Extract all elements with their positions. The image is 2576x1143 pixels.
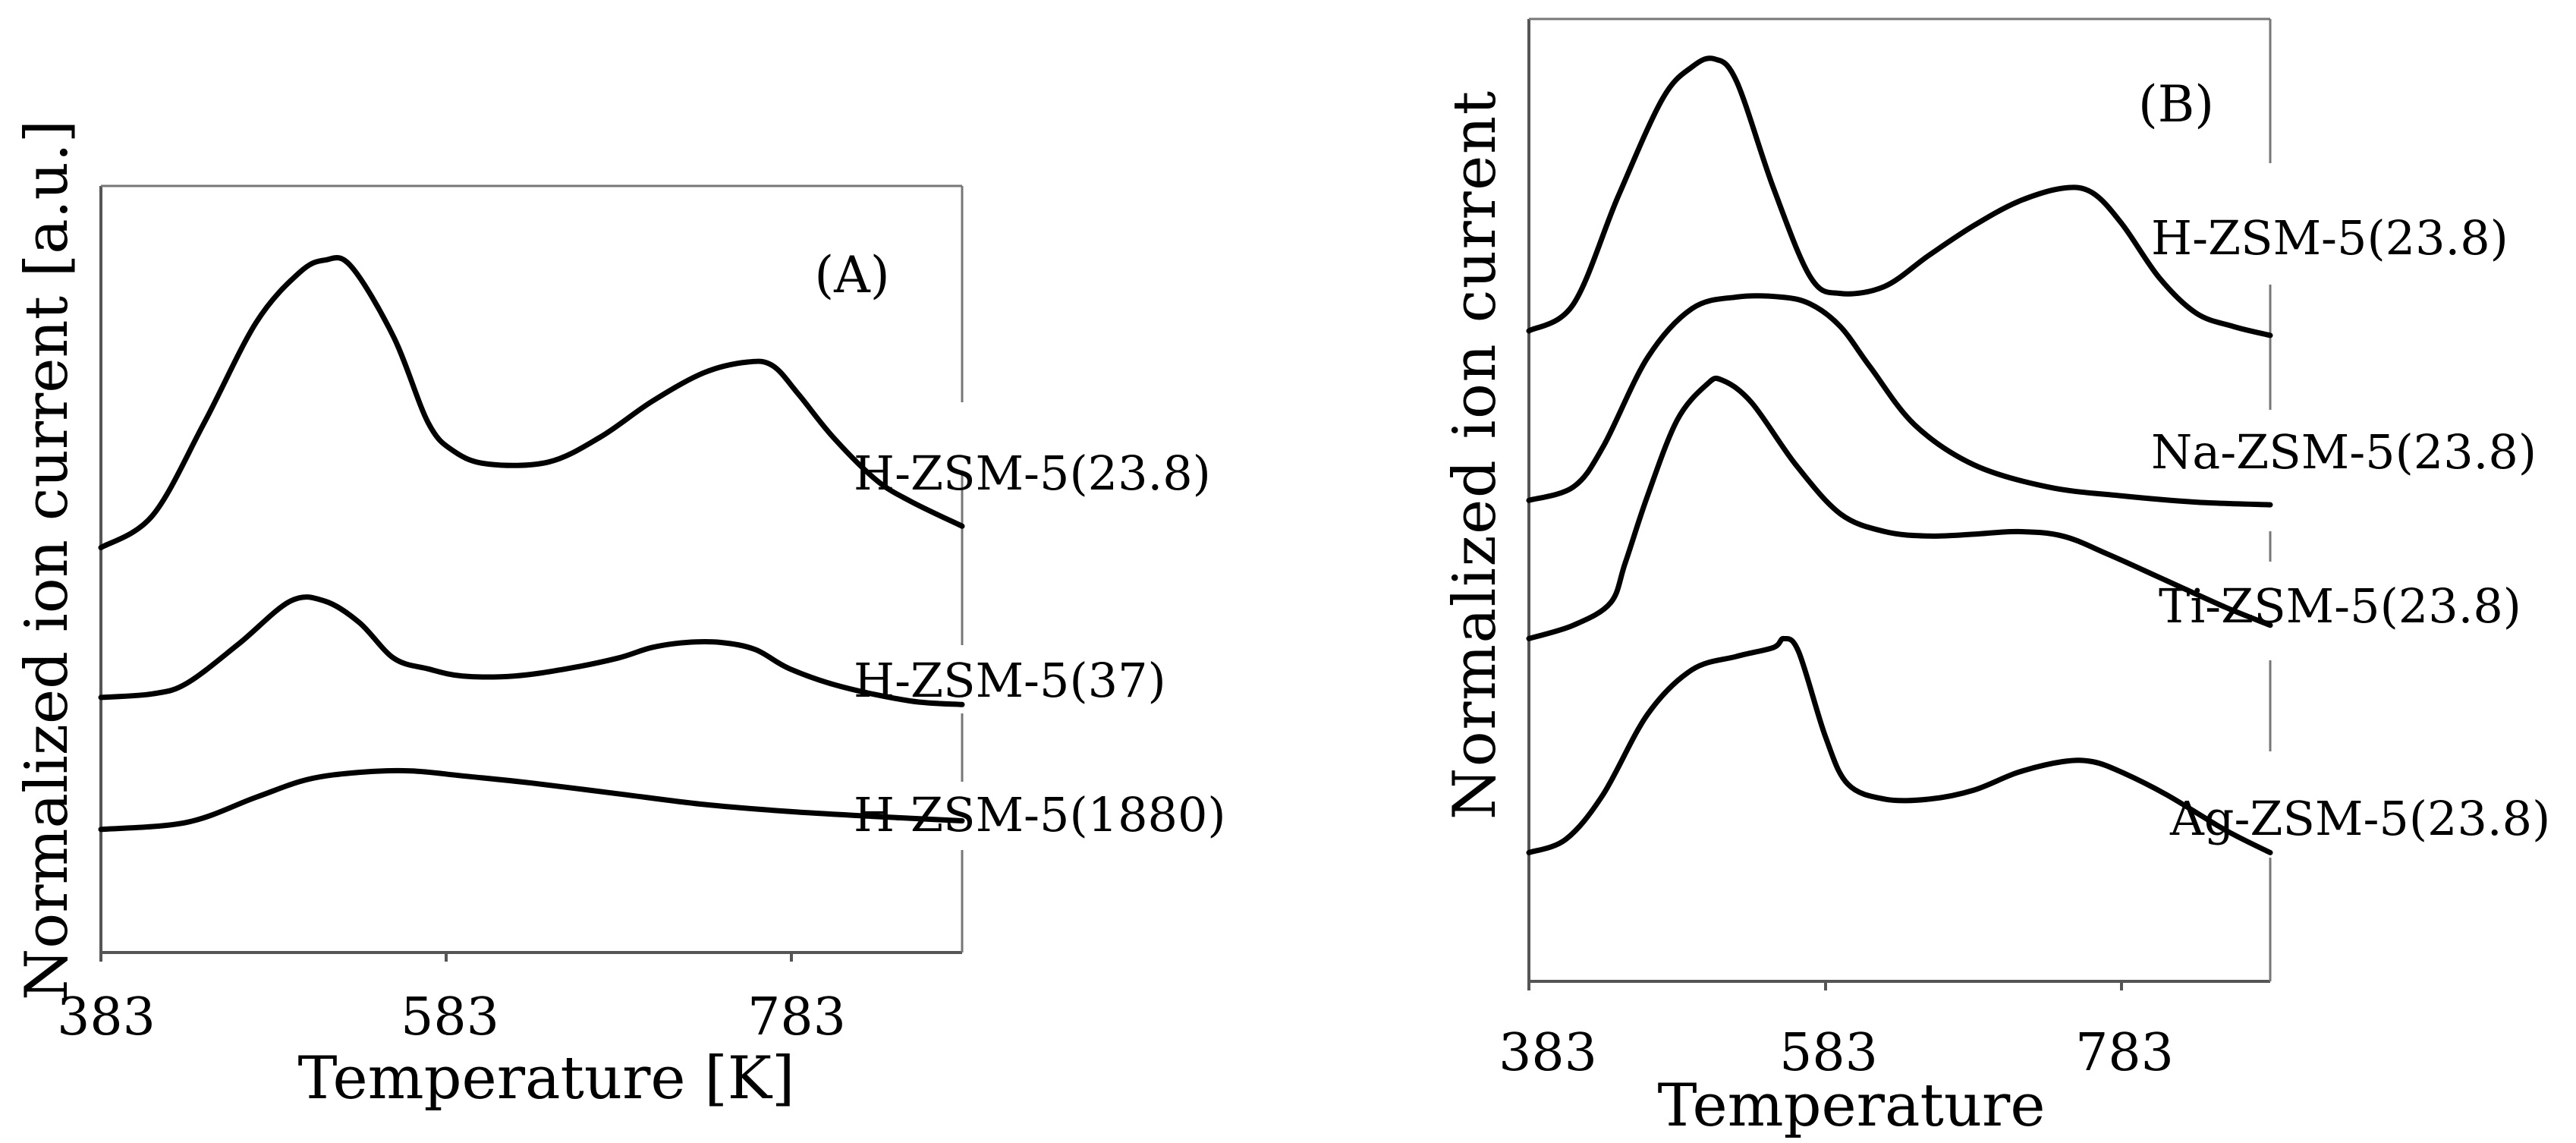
panel-a-xtick-label: 583 [401,987,499,1047]
panel-a-xtick-label: 783 [747,987,846,1047]
panel-a-x-axis-title: Temperature [K] [298,1044,795,1113]
panel-b-series-line [1526,55,2273,338]
panel-b: 383 583 783 Temperature Normalized ion c… [1441,17,2550,1140]
panel-a-xtick-label: 383 [57,987,156,1047]
panel-b-label: (B) [2138,75,2214,134]
panel-b-series-label: Ti-ZSM-5(23.8) [2159,578,2521,634]
panel-a: 383 583 783 Temperature [K] Normalized i… [13,120,1226,1113]
panel-b-series-label: Ag-ZSM-5(23.8) [2169,791,2550,846]
panel-b-series-label: H-ZSM-5(23.8) [2151,210,2508,266]
panel-a-series-line [98,767,965,833]
panel-a-series-label: H-ZSM-5(37) [854,653,1166,708]
panel-b-series-line [1526,293,2273,508]
panel-a-series-label: H-ZSM-5(1880) [854,787,1226,842]
panel-a-y-axis-title: Normalized ion current [a.u.] [13,120,81,1000]
panel-b-xtick-label: 583 [1779,1023,1878,1083]
panel-a-series-line [98,255,965,550]
panel-b-series-line [1526,635,2273,855]
panel-b-series-line [1526,375,2273,641]
panel-a-label: (A) [814,246,889,304]
panel-b-x-axis-title: Temperature [1658,1072,2046,1140]
panel-b-series-label: Na-ZSM-5(23.8) [2151,424,2537,480]
panel-a-series-line [98,594,965,707]
panel-b-xtick-label: 783 [2075,1023,2174,1083]
panel-b-xtick-label: 383 [1499,1023,1597,1083]
panel-b-y-axis-title: Normalized ion current [1441,91,1509,820]
panel-a-series-label: H-ZSM-5(23.8) [854,446,1211,501]
